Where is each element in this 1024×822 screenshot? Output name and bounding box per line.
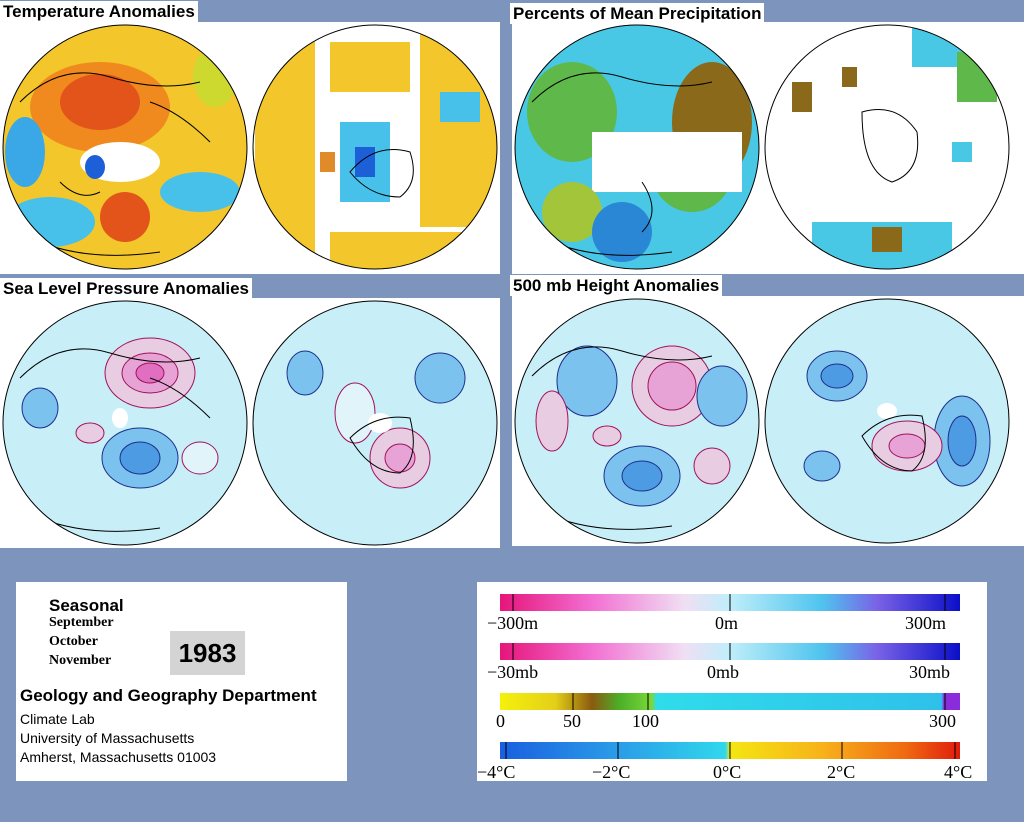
temperature-maps <box>2 24 498 270</box>
precip-colorbar <box>500 693 960 710</box>
temperature-hemisphere-north <box>3 25 247 269</box>
precipitation-hemisphere-south <box>765 25 1009 269</box>
precipitation-title: Percents of Mean Precipitation <box>510 3 765 24</box>
temp-zero-label: 0°C <box>713 762 742 782</box>
height500-panel <box>512 296 1024 546</box>
height500-maps <box>514 298 1010 544</box>
slp-hemisphere-north <box>3 301 247 545</box>
month-label: September <box>49 615 114 630</box>
legend-colorbars <box>500 594 960 759</box>
slp-globe-outline-north <box>2 300 248 546</box>
temp-plus4-label: 4°C <box>944 762 973 782</box>
temperature-title: Temperature Anomalies <box>0 1 198 22</box>
slp-title: Sea Level Pressure Anomalies <box>0 278 253 299</box>
temp-minus4-label: −4°C <box>477 762 516 782</box>
temperature-globe-outline-north <box>2 24 248 270</box>
precipitation-hemisphere-north <box>515 25 759 269</box>
precip-300-label: 300 <box>929 711 956 731</box>
precipitation-panel <box>512 22 1024 274</box>
height500-globe-outline-south <box>764 298 1010 544</box>
height500-title: 500 mb Height Anomalies <box>510 275 723 296</box>
pressure-colorbar <box>500 643 960 660</box>
year-badge: 1983 <box>170 631 245 675</box>
pressure-mid-label: 0mb <box>707 662 740 682</box>
height500-hemisphere-south <box>765 299 1009 543</box>
temperature-hemisphere-south <box>253 25 497 269</box>
precip-50-label: 50 <box>563 711 581 731</box>
precipitation-globe-outline-south <box>764 24 1010 270</box>
department-name: Geology and Geography Department <box>20 686 317 705</box>
pressure-max-label: 30mb <box>909 662 951 682</box>
precipitation-globe-outline-north <box>514 24 760 270</box>
address-line: Amherst, Massachusetts 01003 <box>20 749 217 765</box>
temp-minus2-label: −2°C <box>592 762 631 782</box>
height-colorbar <box>500 594 960 611</box>
precip-100-label: 100 <box>632 711 659 731</box>
month-label: November <box>49 653 112 668</box>
university-name: University of Massachusetts <box>20 730 195 746</box>
temperature-colorbar <box>500 742 960 759</box>
slp-panel <box>0 298 500 548</box>
height500-hemisphere-north <box>515 299 759 543</box>
slp-maps <box>2 300 498 546</box>
temperature-globe-outline-south <box>252 24 498 270</box>
pressure-min-label: −30mb <box>487 662 539 682</box>
month-label: October <box>49 634 98 649</box>
temperature-panel <box>0 22 500 274</box>
season-label: Seasonal <box>49 596 124 615</box>
precipitation-maps <box>514 24 1010 270</box>
slp-globe-outline-south <box>252 300 498 546</box>
height-mid-label: 0m <box>715 613 739 633</box>
precip-0-label: 0 <box>496 711 505 731</box>
temp-plus2-label: 2°C <box>827 762 856 782</box>
height500-globe-outline-north <box>514 298 760 544</box>
info-box: Seasonal September October November 1983… <box>16 582 347 781</box>
height-max-label: 300m <box>905 613 947 633</box>
legend-box: −300m 0m 300m −30mb 0mb 30mb 0 50 100 30… <box>477 582 987 782</box>
lab-name: Climate Lab <box>20 711 95 727</box>
height-min-label: −300m <box>487 613 539 633</box>
slp-hemisphere-south <box>253 301 497 545</box>
